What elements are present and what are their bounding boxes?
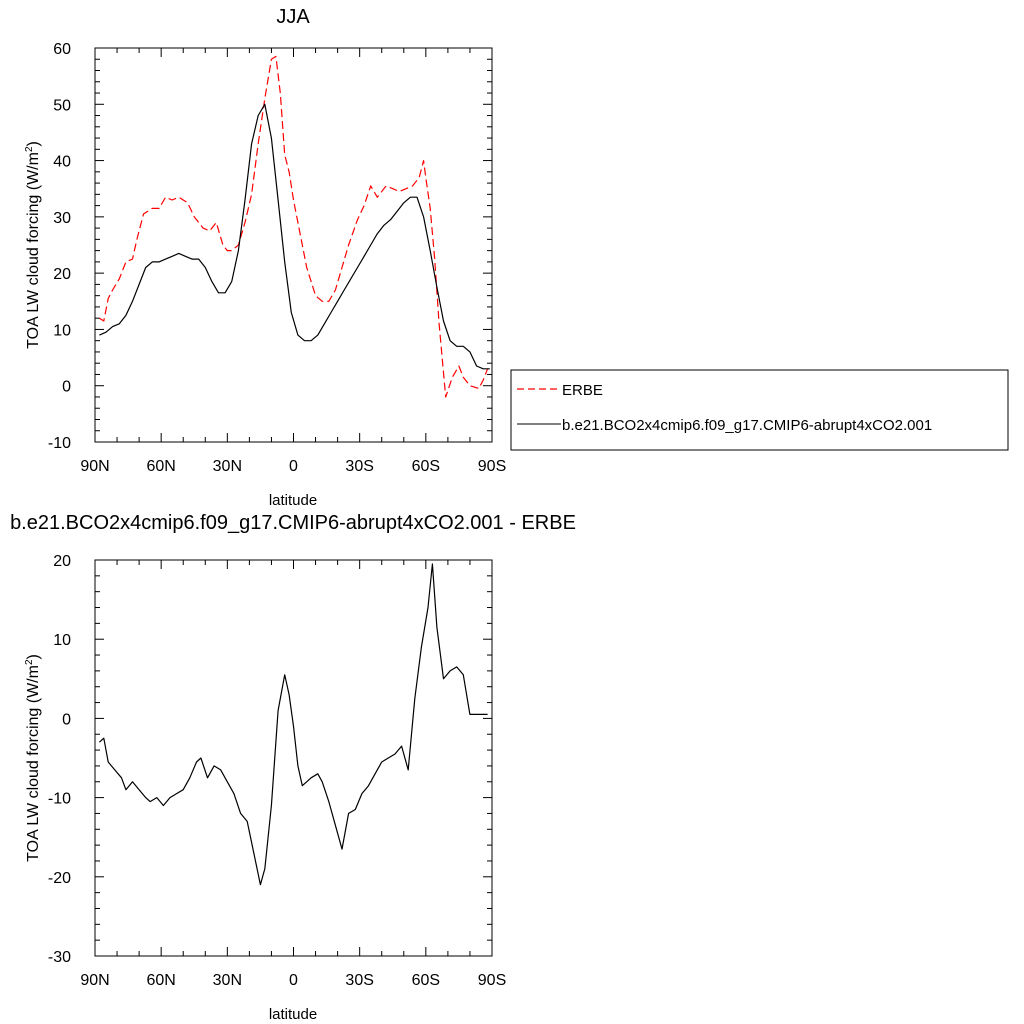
bot-x-tick-label: 0 xyxy=(289,972,298,989)
top-series-line-2 xyxy=(99,103,490,370)
top-x-tick-label: 90S xyxy=(478,458,506,475)
top-x-tick-label: 60N xyxy=(146,458,175,475)
legend-label-erbe: ERBE xyxy=(562,382,603,399)
legend-box xyxy=(510,369,1009,451)
bot-x-tick-label: 30N xyxy=(213,972,242,989)
bot-y-tick-label: 10 xyxy=(53,632,71,649)
bottom-x-axis: 90N 60N 30N 0 30S 60S 90S xyxy=(80,560,506,989)
bot-x-tick-label: 90N xyxy=(80,972,109,989)
top-x-tick-label: 30S xyxy=(345,458,373,475)
bot-y-tick-label: -20 xyxy=(48,870,71,887)
bottom-y-axis-label: TOA LW cloud forcing (W/m2) xyxy=(24,654,42,862)
top-y-tick-label: 20 xyxy=(53,266,71,283)
top-y-axis: -10 0 10 20 30 40 50 60 xyxy=(48,41,492,452)
bottom-series-group xyxy=(98,563,488,886)
top-plot-frame xyxy=(94,47,493,443)
bot-y-tick-label: 0 xyxy=(62,711,71,728)
bot-y-tick-label: -10 xyxy=(48,791,71,808)
top-y-tick-label: 50 xyxy=(53,97,71,114)
top-series-line-1 xyxy=(99,55,489,398)
top-x-tick-label: 0 xyxy=(289,458,298,475)
bottom-y-label-close: ) xyxy=(25,654,42,659)
bot-x-tick-label: 30S xyxy=(345,972,373,989)
top-y-tick-label: 0 xyxy=(62,379,71,396)
top-legend: ERBE b.e21.BCO2x4cmip6.f09_g17.CMIP6-abr… xyxy=(510,369,1009,451)
top-panel: JJA 90N 60N 30N 0 30S 60S 90S -10 0 10 20 30 40 50 60… xyxy=(24,6,1009,509)
top-x-axis: 90N 60N 30N 0 30S 60S 90S xyxy=(80,48,506,475)
bot-series-line-1 xyxy=(98,563,488,886)
top-series-group xyxy=(99,55,490,398)
bottom-chart-title: b.e21.BCO2x4cmip6.f09_g17.CMIP6-abrupt4x… xyxy=(10,512,576,534)
bot-x-tick-label: 60N xyxy=(146,972,175,989)
top-chart-title: JJA xyxy=(276,6,310,28)
top-y-tick-label: 60 xyxy=(53,41,71,58)
top-x-tick-label: 90N xyxy=(80,458,109,475)
bottom-y-label-superscript: 2 xyxy=(24,659,35,665)
top-x-axis-label: latitude xyxy=(269,492,317,509)
top-y-tick-label: -10 xyxy=(48,435,71,452)
top-x-tick-label: 60S xyxy=(412,458,440,475)
top-y-tick-label: 40 xyxy=(53,154,71,171)
top-y-label-superscript: 2 xyxy=(24,146,35,152)
top-y-axis-label: TOA LW cloud forcing (W/m2) xyxy=(24,141,42,349)
top-x-tick-label: 30N xyxy=(213,458,242,475)
bottom-y-label-main: TOA LW cloud forcing (W/m xyxy=(25,665,42,862)
bot-x-tick-label: 90S xyxy=(478,972,506,989)
top-y-tick-label: 10 xyxy=(53,322,71,339)
bot-y-tick-label: 20 xyxy=(53,553,71,570)
top-y-label-close: ) xyxy=(25,141,42,146)
bot-y-tick-label: -30 xyxy=(48,949,71,966)
bottom-panel: b.e21.BCO2x4cmip6.f09_g17.CMIP6-abrupt4x… xyxy=(10,512,576,1023)
bottom-y-axis: -30 -20 -10 0 10 20 xyxy=(48,553,492,966)
top-y-label-main: TOA LW cloud forcing (W/m xyxy=(25,152,42,349)
bot-x-tick-label: 60S xyxy=(412,972,440,989)
bottom-plot-frame xyxy=(94,559,493,957)
legend-label-model: b.e21.BCO2x4cmip6.f09_g17.CMIP6-abrupt4x… xyxy=(562,417,932,434)
bottom-x-axis-label: latitude xyxy=(269,1006,317,1023)
top-y-tick-label: 30 xyxy=(53,210,71,227)
